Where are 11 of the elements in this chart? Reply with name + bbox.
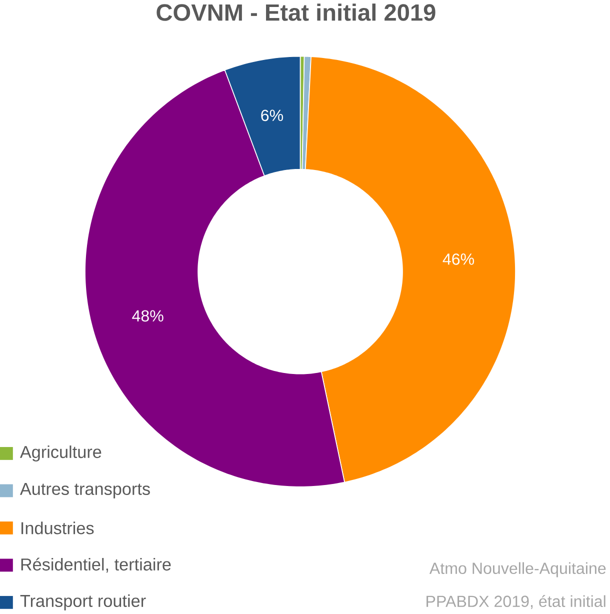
text: Atmo Nouvelle-Aquitaine (429, 562, 606, 578)
data-label: 6% (261, 110, 284, 122)
legend-label: Résidentiel, tertiaire (21, 558, 171, 573)
legend-label: Industries (22, 522, 94, 534)
legend-label: Transport routier (20, 594, 146, 610)
data-label: 46% (442, 253, 474, 265)
legend-label: Autres transports (20, 483, 150, 498)
legend-label: Agriculture (20, 445, 102, 462)
chart-title: COVNM - Etat initial 2019 (156, 4, 436, 21)
data-label: 48% (132, 310, 164, 322)
text: PPABDX 2019, état initial (426, 595, 606, 609)
